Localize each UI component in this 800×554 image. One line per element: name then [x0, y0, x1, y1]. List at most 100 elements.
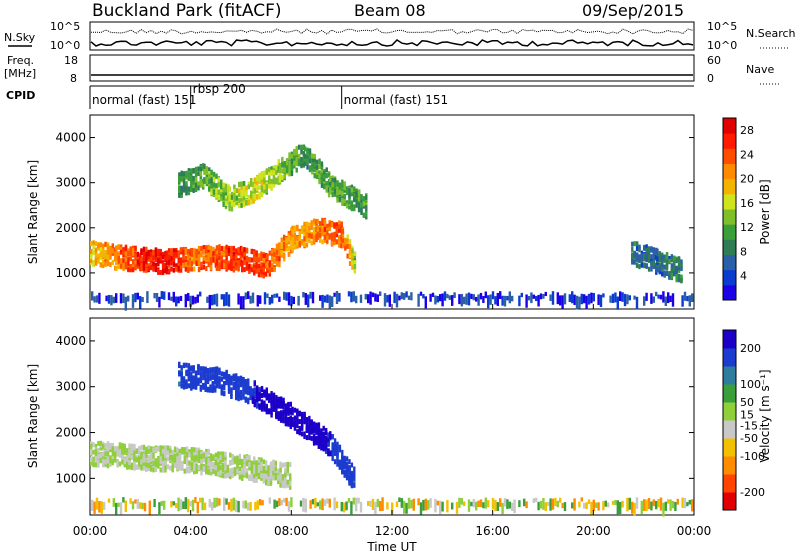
data-cell — [365, 206, 368, 212]
data-cell — [258, 403, 261, 409]
data-cell — [247, 181, 251, 187]
data-cell — [116, 460, 119, 466]
data-cell — [210, 190, 213, 196]
data-cell — [308, 419, 311, 425]
data-cell — [353, 197, 356, 203]
data-cell — [220, 250, 224, 256]
data-cell — [338, 183, 342, 189]
data-cell — [431, 292, 435, 297]
data-cell — [250, 178, 253, 184]
data-cell — [104, 261, 107, 267]
data-cell — [226, 464, 230, 470]
data-cell — [621, 500, 624, 508]
data-cell — [345, 186, 349, 192]
data-cell — [235, 395, 238, 401]
data-cell — [176, 450, 179, 456]
data-cell — [232, 381, 236, 387]
data-cell — [223, 294, 226, 307]
data-cell — [611, 500, 615, 505]
data-cell — [661, 255, 664, 261]
data-cell — [329, 432, 332, 438]
data-cell — [248, 263, 251, 269]
data-cell — [170, 296, 173, 301]
data-cell — [124, 264, 128, 270]
data-cell — [253, 267, 256, 273]
data-cell — [215, 183, 218, 189]
data-cell — [371, 498, 375, 511]
data-cell — [90, 456, 93, 462]
data-cell — [115, 502, 118, 515]
data-cell — [265, 271, 268, 277]
data-cell — [170, 256, 173, 262]
data-cell — [306, 150, 309, 156]
data-cell — [270, 391, 273, 397]
data-cell — [192, 375, 195, 381]
data-cell — [331, 177, 334, 183]
data-cell — [255, 268, 258, 274]
data-cell — [580, 497, 583, 502]
data-cell — [227, 502, 231, 510]
data-cell — [668, 271, 671, 277]
data-cell — [272, 403, 276, 409]
data-cell — [190, 251, 194, 257]
data-cell — [109, 444, 112, 450]
data-cell — [508, 291, 511, 304]
data-cell — [124, 245, 128, 251]
data-cell — [102, 259, 105, 265]
data-cell — [260, 189, 264, 195]
data-cell — [262, 269, 265, 275]
data-cell — [126, 464, 129, 470]
data-cell — [333, 188, 337, 194]
data-cell — [652, 252, 656, 258]
data-cell — [563, 293, 567, 305]
data-cell — [350, 291, 353, 303]
data-cell — [291, 237, 294, 243]
data-cell — [659, 294, 663, 300]
data-cell — [270, 409, 273, 415]
data-cell — [99, 452, 102, 458]
data-cell — [350, 200, 354, 206]
data-cell — [607, 502, 610, 508]
data-cell — [680, 278, 683, 284]
data-cell — [173, 447, 177, 453]
data-cell — [272, 170, 276, 176]
data-cell — [250, 472, 253, 478]
data-cell — [532, 294, 535, 299]
data-cell — [94, 451, 98, 457]
data-cell — [253, 177, 256, 183]
data-cell — [190, 266, 194, 272]
data-cell — [228, 197, 231, 203]
data-cell — [255, 463, 258, 469]
colorbar-swatch — [723, 438, 736, 457]
data-cell — [291, 420, 294, 426]
data-cell — [306, 158, 309, 164]
data-cell — [180, 383, 183, 389]
data-cell — [674, 501, 677, 512]
data-cell — [335, 226, 339, 232]
data-cell — [360, 194, 363, 200]
data-cell — [267, 182, 271, 188]
data-cell — [159, 452, 162, 458]
data-cell — [237, 263, 240, 269]
data-cell — [193, 447, 196, 453]
data-cell — [635, 255, 639, 261]
data-cell — [296, 423, 299, 429]
data-cell — [403, 500, 406, 514]
data-cell — [214, 369, 217, 375]
data-cell — [129, 498, 132, 504]
data-cell — [238, 458, 242, 464]
data-cell — [680, 263, 683, 269]
data-cell — [243, 251, 246, 257]
data-cell — [255, 256, 258, 262]
data-cell — [275, 255, 279, 261]
data-cell — [208, 173, 211, 179]
data-cell — [154, 267, 158, 273]
data-cell — [202, 368, 205, 374]
data-cell — [501, 295, 504, 306]
data-cell — [237, 383, 240, 389]
data-cell — [580, 293, 583, 305]
data-cell — [307, 294, 310, 308]
data-cell — [235, 188, 239, 194]
data-cell — [626, 497, 629, 512]
data-cell — [109, 458, 112, 464]
